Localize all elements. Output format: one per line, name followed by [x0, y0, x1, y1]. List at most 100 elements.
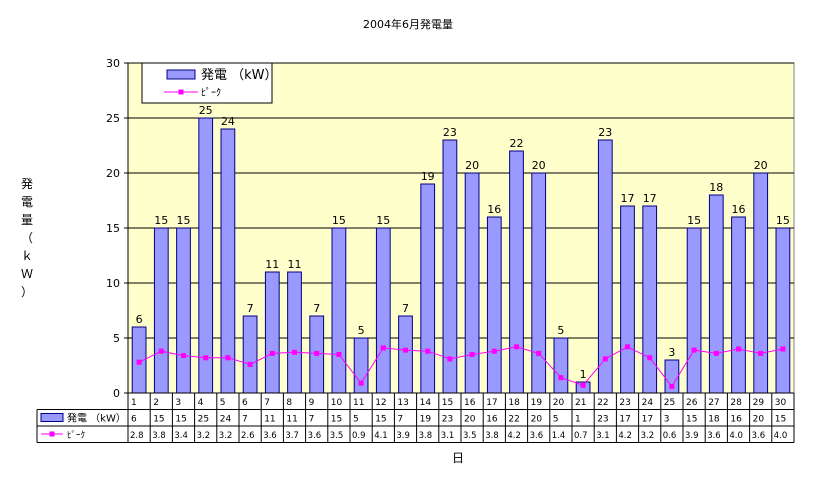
x-tick-label: 30 [775, 398, 787, 408]
table-bar-value: 19 [420, 415, 432, 425]
x-tick-label: 29 [753, 398, 765, 408]
legend [141, 62, 273, 104]
table-line-header: ﾋﾟｰｸ [67, 430, 85, 441]
peak-point [625, 344, 630, 350]
bar-data-label: 7 [402, 302, 409, 315]
table-peak-value: 3.6 [308, 431, 322, 441]
peak-point [403, 347, 408, 353]
peak-point [314, 350, 320, 356]
bar [620, 205, 635, 394]
bar [287, 271, 302, 394]
table-bar-value: 7 [242, 415, 248, 425]
table-peak-value: 3.9 [685, 431, 699, 441]
chart-title: 2004年6月発電量 [363, 17, 453, 31]
peak-point [691, 347, 697, 353]
table-line-marker [49, 431, 55, 437]
table-bar-value: 20 [753, 415, 765, 425]
x-tick-label: 21 [575, 398, 586, 408]
bar-data-label: 20 [532, 159, 546, 172]
x-tick-label: 17 [486, 398, 497, 408]
peak-point [447, 356, 453, 362]
table-bar-value: 16 [730, 415, 742, 425]
x-tick-label: 12 [375, 398, 386, 408]
bar [220, 128, 236, 394]
y-tick-label: 0 [113, 387, 120, 400]
peak-point [469, 352, 475, 357]
table-bar-value: 17 [642, 415, 653, 425]
bar [264, 271, 280, 394]
x-tick-label: 25 [664, 398, 675, 408]
bar-data-label: 6 [136, 313, 143, 326]
y-tick-label: 15 [106, 222, 120, 235]
bar-data-label: 5 [557, 324, 564, 337]
table-bar-value: 15 [775, 415, 786, 425]
legend-line-marker [178, 89, 184, 95]
peak-series-line [138, 346, 783, 388]
table-peak-value: 4.2 [618, 431, 632, 441]
table-peak-value: 3.4 [174, 431, 188, 441]
table-bar-value: 3 [664, 415, 670, 425]
x-tick-label: 15 [442, 398, 453, 408]
table-peak-value: 3.1 [596, 431, 610, 441]
x-tick-label: 16 [464, 398, 476, 408]
bar [331, 227, 347, 394]
bar-data-label: 15 [154, 214, 168, 227]
x-axis-label: 日 [452, 451, 464, 465]
x-tick-label: 11 [353, 398, 364, 408]
table-peak-value: 0.7 [574, 431, 588, 441]
bar [597, 139, 613, 394]
bar-data-label: 22 [510, 137, 524, 150]
bar [176, 227, 191, 394]
x-tick-label: 23 [619, 398, 630, 408]
table-peak-value: 0.9 [352, 431, 366, 441]
x-tick-label: 13 [397, 398, 408, 408]
bar [198, 117, 214, 394]
y-tick-label: 10 [106, 277, 120, 290]
bar-data-label: 24 [221, 115, 235, 128]
table-bar-value: 11 [286, 415, 297, 425]
table-peak-value: 3.6 [263, 431, 277, 441]
bar-data-label: 5 [358, 324, 365, 337]
table-peak-value: 3.5 [330, 431, 344, 441]
table-bar-value: 18 [708, 415, 720, 425]
bar-data-label: 19 [421, 170, 435, 183]
table-bar-value: 20 [464, 415, 476, 425]
table-peak-value: 3.5 [463, 431, 477, 441]
x-tick-label: 5 [220, 398, 226, 408]
legend-bar-label: 発電 （kW） [201, 68, 278, 83]
table-peak-value: 3.9 [396, 431, 410, 441]
bar [531, 172, 547, 394]
y-tick-label: 5 [113, 332, 120, 345]
peak-point [269, 350, 275, 356]
peak-point [558, 375, 564, 381]
bar [753, 172, 769, 394]
y-axis-label-char: 電 [21, 195, 33, 209]
peak-point [358, 380, 364, 386]
table-peak-value: 3.7 [285, 431, 299, 441]
peak-point [247, 361, 253, 367]
y-axis-label-char: ） [21, 285, 33, 299]
bar-data-label: 17 [643, 192, 657, 205]
table-peak-value: 3.2 [197, 431, 211, 441]
bar-data-label: 15 [332, 214, 346, 227]
bar [242, 315, 258, 394]
table-bar-value: 11 [264, 415, 275, 425]
bar [420, 183, 436, 394]
table-bar-value: 5 [553, 415, 559, 425]
bar [775, 227, 791, 394]
bar [509, 150, 524, 394]
x-tick-label: 1 [131, 398, 137, 408]
legend-line-label: ﾋﾟｰｸ [201, 87, 221, 99]
table-peak-value: 3.2 [641, 431, 655, 441]
table-peak-value: 4.0 [774, 431, 788, 441]
x-tick-label: 27 [708, 398, 719, 408]
bar [375, 227, 391, 394]
peak-point [602, 356, 608, 362]
bar-data-label: 1 [580, 368, 587, 381]
y-axis-label-char: 量 [21, 213, 33, 227]
table-peak-value: 4.0 [729, 431, 743, 441]
table-bar-value: 5 [353, 415, 359, 425]
x-tick-label: 8 [286, 398, 292, 408]
